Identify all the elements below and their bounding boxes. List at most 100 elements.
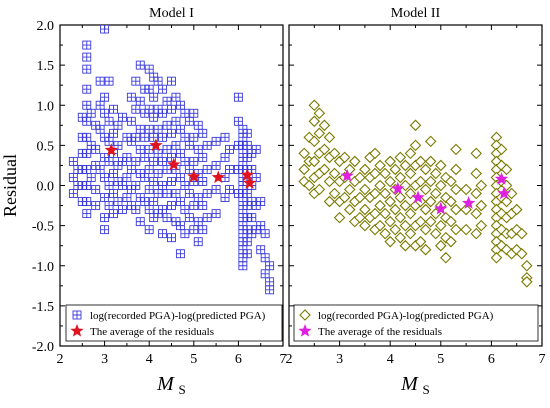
residual-point	[131, 132, 141, 142]
residual-point	[394, 211, 407, 224]
residual-point	[140, 132, 150, 142]
legend-label: log(recorded PGA)-log(predicted PGA)	[318, 310, 494, 322]
residual-point	[389, 163, 402, 176]
residual-point	[379, 227, 391, 240]
average-point	[242, 176, 257, 189]
residual-point	[68, 156, 78, 166]
residual-point	[82, 197, 92, 207]
residual-point	[419, 223, 432, 236]
residual-point	[445, 235, 457, 248]
residual-point	[82, 148, 92, 158]
residual-point	[470, 187, 482, 200]
residual-point	[409, 139, 422, 152]
residual-point	[220, 152, 230, 162]
average-point	[149, 138, 163, 152]
residual-point	[384, 195, 396, 208]
residual-point	[149, 112, 159, 122]
residual-point	[158, 108, 168, 118]
y-tick-label: 0.5	[37, 139, 55, 154]
residual-point	[162, 144, 172, 154]
residual-point	[189, 201, 199, 211]
residual-point	[171, 189, 181, 198]
residual-point	[184, 213, 194, 223]
residual-point	[429, 227, 442, 240]
residual-point	[515, 227, 528, 240]
residual-point	[135, 96, 145, 106]
residual-point	[175, 249, 185, 259]
residual-point	[404, 227, 417, 240]
residual-point	[175, 100, 185, 110]
residual-point	[175, 221, 185, 231]
average-point	[187, 169, 201, 183]
residual-point	[359, 219, 371, 232]
residual-point	[149, 177, 159, 186]
residual-point	[211, 209, 221, 219]
residual-point	[260, 269, 270, 279]
residual-point	[82, 40, 92, 50]
residual-point	[193, 217, 203, 227]
residual-point	[238, 261, 248, 271]
residual-point	[149, 132, 159, 142]
residual-point	[82, 52, 92, 62]
residual-point	[445, 175, 457, 188]
residual-point	[435, 159, 447, 172]
y-tick-label: 1.0	[37, 99, 55, 114]
residual-point	[424, 195, 437, 208]
residual-point	[184, 164, 194, 174]
residual-point	[175, 124, 185, 134]
residual-point	[126, 164, 136, 174]
x-axis-label: M	[156, 373, 175, 395]
residual-point	[440, 251, 452, 264]
residual-point	[162, 120, 172, 130]
residual-point	[144, 124, 154, 134]
residual-point	[95, 76, 105, 86]
residual-point	[500, 195, 513, 208]
residual-point	[189, 108, 199, 118]
legend-label: log(recorded PGA)-log(predicted PGA)	[90, 310, 266, 322]
residual-point	[162, 189, 172, 198]
x-tick-label: 7	[280, 352, 287, 367]
x-tick-label: 6	[235, 352, 242, 367]
residual-point	[189, 225, 199, 235]
residual-point	[122, 152, 132, 162]
residual-point	[100, 25, 110, 34]
residual-point	[435, 179, 447, 192]
residual-point	[308, 135, 321, 148]
y-tick-label: -0.5	[32, 220, 54, 235]
residual-point	[82, 84, 92, 94]
residual-point	[175, 173, 185, 182]
y-axis-label: Residual	[0, 154, 20, 217]
residual-point	[419, 203, 432, 216]
residual-point	[68, 173, 78, 182]
legend-marker	[298, 324, 312, 337]
residual-point	[399, 239, 412, 252]
residual-point	[298, 147, 310, 160]
residual-point	[153, 124, 163, 134]
x-tick-label: 5	[190, 352, 197, 367]
residual-point	[374, 179, 386, 192]
x-axis-label-subscript: S	[423, 382, 430, 397]
residual-point	[131, 76, 141, 86]
residual-point	[162, 213, 172, 223]
residual-point	[251, 173, 261, 182]
residual-point	[298, 163, 310, 176]
residual-point	[193, 120, 203, 130]
residual-point	[140, 173, 150, 182]
residual-point	[225, 164, 234, 174]
residual-point	[144, 164, 154, 174]
residual-point	[86, 173, 96, 182]
residual-point	[460, 203, 472, 216]
residual-point	[225, 185, 234, 194]
residual-point	[144, 104, 154, 114]
residual-point	[180, 132, 190, 142]
residual-point	[394, 151, 407, 164]
x-tick-label: 5	[437, 352, 444, 367]
residual-point	[167, 76, 176, 86]
residual-point	[323, 175, 336, 188]
legend: log(recorded PGA)-log(predicted PGA) The …	[65, 304, 283, 342]
residual-point	[460, 183, 472, 196]
residual-point	[91, 201, 101, 211]
residual-point	[202, 140, 212, 150]
residual-point	[184, 116, 194, 126]
